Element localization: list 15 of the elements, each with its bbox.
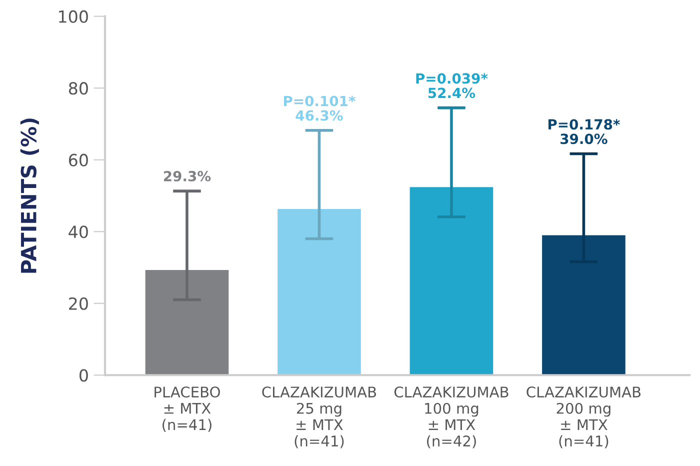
x-tick-label: CLAZAKIZUMAB 200 mg ± MTX (n=41)	[526, 386, 641, 448]
y-tick-label: 40	[68, 226, 88, 238]
y-tick-label: 0	[80, 369, 88, 382]
x-tick-label: CLAZAKIZUMAB 25 mg ± MTX (n=41)	[262, 386, 376, 448]
annotation: P=0.039* 52.4%	[416, 73, 488, 98]
y-tick-label: 100	[59, 10, 88, 23]
annotation: P=0.101* 46.3%	[284, 96, 356, 121]
y-tick-label: 60	[68, 154, 88, 166]
annotation: 29.3%	[164, 170, 211, 182]
x-tick-label: CLAZAKIZUMAB 100 mg ± MTX (n=42)	[394, 386, 508, 448]
y-tick-label: 20	[69, 297, 88, 310]
y-axis-title: PATIENTS (%)	[20, 118, 39, 273]
x-tick-label: PLACEBO ± MTX (n=41)	[154, 386, 220, 432]
annotation: P=0.178* 39.0%	[548, 119, 620, 144]
y-tick-label: 80	[68, 82, 88, 95]
